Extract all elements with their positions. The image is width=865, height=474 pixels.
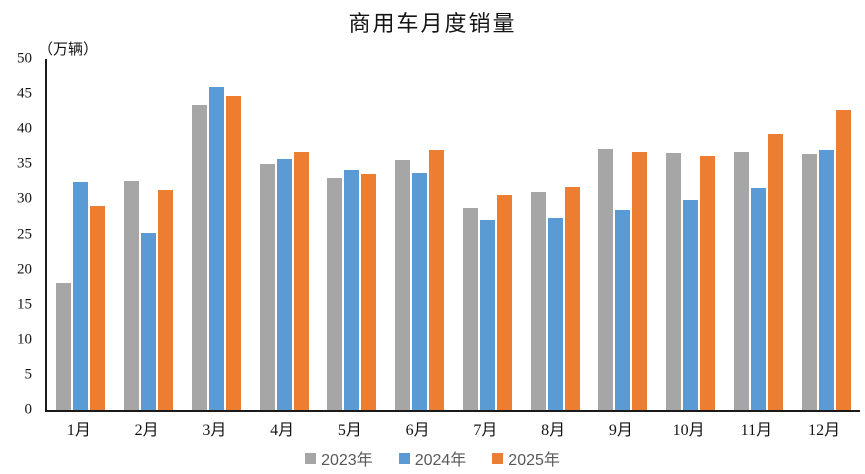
x-tick-label-9月: 9月 xyxy=(608,422,633,439)
y-tick-label-10: 10 xyxy=(17,331,32,348)
bar-2024年-1月 xyxy=(73,181,89,410)
x-axis: 1月 2月 3月 4月 5月 6月 7月 8月 9月 10月 11月 12月 xyxy=(45,416,858,440)
x-tick-label-2月: 2月 xyxy=(134,422,159,439)
bar-2025年-1月 xyxy=(90,206,106,410)
legend-label: 2025年 xyxy=(508,452,560,469)
bar-group-3月 xyxy=(183,59,251,410)
y-tick-label-0: 0 xyxy=(24,401,33,418)
y-axis: 0 5 10 15 20 25 30 35 40 45 50 xyxy=(0,51,38,417)
x-tick-label-7月: 7月 xyxy=(473,422,498,439)
y-tick-label-20: 20 xyxy=(17,261,32,278)
bar-2024年-4月 xyxy=(276,158,292,410)
bar-2024年-5月 xyxy=(344,169,360,410)
y-tick-label-5: 5 xyxy=(24,366,33,383)
bar-group-2月 xyxy=(115,59,183,410)
bar-2025年-3月 xyxy=(225,95,241,410)
x-tick-label-4月: 4月 xyxy=(270,422,295,439)
legend-swatch-icon xyxy=(492,452,504,464)
x-tick-label-6月: 6月 xyxy=(405,422,430,439)
legend-swatch-icon xyxy=(305,452,317,464)
bar-2024年-10月 xyxy=(683,200,699,410)
bar-2025年-6月 xyxy=(429,150,445,410)
bar-2023年-3月 xyxy=(191,104,207,410)
bar-group-4月 xyxy=(250,59,318,410)
x-tick-label-12月: 12月 xyxy=(808,422,841,439)
x-tick-label-1月: 1月 xyxy=(66,422,91,439)
y-tick-label-50: 50 xyxy=(17,50,32,67)
legend-label: 2023年 xyxy=(321,452,373,469)
bar-group-9月 xyxy=(589,59,657,410)
bar-2025年-8月 xyxy=(564,186,580,410)
bar-2025年-5月 xyxy=(361,174,377,410)
bar-2023年-6月 xyxy=(395,160,411,410)
bar-2025年-12月 xyxy=(835,110,851,410)
legend-item-2023年: 2023年 xyxy=(305,446,373,470)
y-tick-label-15: 15 xyxy=(17,296,32,313)
bar-2024年-8月 xyxy=(547,218,563,410)
bar-2025年-9月 xyxy=(632,151,648,410)
y-tick-label-30: 30 xyxy=(17,190,32,207)
bar-2025年-11月 xyxy=(767,134,783,410)
bar-2023年-8月 xyxy=(530,191,546,410)
legend-swatch-icon xyxy=(398,452,410,464)
bar-group-8月 xyxy=(521,59,589,410)
legend-item-2024年: 2024年 xyxy=(398,446,467,470)
x-tick-label-10月: 10月 xyxy=(672,422,705,439)
bar-2023年-9月 xyxy=(598,148,614,410)
bar-2024年-9月 xyxy=(615,209,631,410)
legend: 2023年 2024年 2025年 xyxy=(0,446,865,470)
bar-2023年-1月 xyxy=(56,282,72,410)
bar-group-6月 xyxy=(386,59,454,410)
x-tick-label-11月: 11月 xyxy=(740,422,773,439)
bar-2024年-11月 xyxy=(750,188,766,410)
bar-2024年-3月 xyxy=(208,87,224,410)
y-tick-label-40: 40 xyxy=(17,120,32,137)
y-tick-label-45: 45 xyxy=(17,85,32,102)
bar-2023年-12月 xyxy=(801,153,817,410)
bar-group-1月 xyxy=(47,59,115,410)
bar-2023年-4月 xyxy=(259,164,275,410)
plot-area xyxy=(45,59,860,412)
bar-group-10月 xyxy=(657,59,725,410)
legend-label: 2024年 xyxy=(414,452,467,469)
bar-2025年-2月 xyxy=(158,190,174,410)
bar-2024年-2月 xyxy=(141,233,157,410)
bar-2023年-10月 xyxy=(666,153,682,410)
bar-group-7月 xyxy=(454,59,522,410)
bar-2024年-6月 xyxy=(412,172,428,410)
bar-2025年-4月 xyxy=(293,151,309,410)
bar-2023年-11月 xyxy=(733,152,749,410)
x-tick-label-5月: 5月 xyxy=(337,422,362,439)
bar-2023年-7月 xyxy=(462,207,478,410)
bar-2024年-7月 xyxy=(479,220,495,410)
chart-title: 商用车月度销量 xyxy=(348,11,517,36)
y-axis-unit-label: （万辆） xyxy=(38,42,99,58)
y-tick-label-25: 25 xyxy=(17,226,32,242)
x-tick-label-8月: 8月 xyxy=(541,422,566,439)
bar-2024年-12月 xyxy=(818,150,834,410)
legend-item-2025年: 2025年 xyxy=(492,446,560,470)
x-tick-label-3月: 3月 xyxy=(202,422,227,439)
bar-group-12月 xyxy=(792,59,860,410)
bar-2023年-5月 xyxy=(327,177,343,410)
bar-group-5月 xyxy=(318,59,386,410)
bar-2025年-7月 xyxy=(496,195,512,410)
bar-2025年-10月 xyxy=(700,155,716,410)
bar-group-11月 xyxy=(725,59,793,410)
bar-2023年-2月 xyxy=(124,181,140,410)
y-tick-label-35: 35 xyxy=(17,155,32,172)
